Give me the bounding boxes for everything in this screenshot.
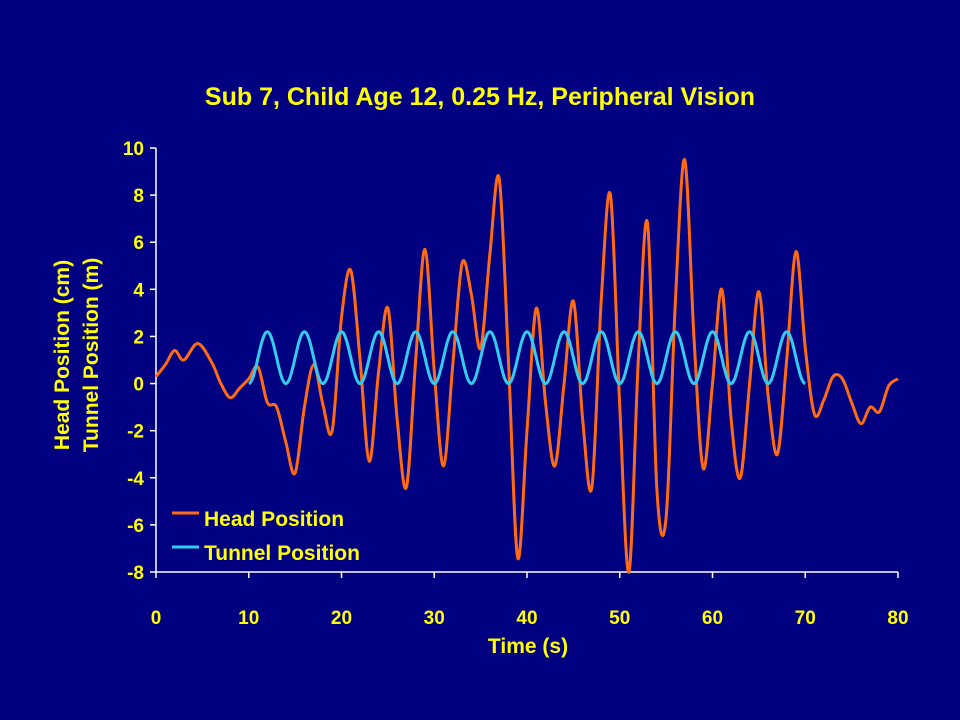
y-tick-label: 6 xyxy=(133,233,144,254)
x-tick-label: 80 xyxy=(887,608,908,629)
x-tick-label: 10 xyxy=(238,608,259,629)
y-tick-label: 2 xyxy=(133,327,144,348)
legend-label-head: Head Position xyxy=(204,508,344,531)
y-tick-label: -4 xyxy=(127,469,144,490)
series-line-tunnel-position xyxy=(248,330,806,386)
y-axis-label-head: Head Position (cm) xyxy=(51,260,74,450)
x-tick-label: 40 xyxy=(516,608,537,629)
y-tick-label: 10 xyxy=(123,139,144,160)
y-tick-label: 0 xyxy=(133,375,144,396)
axes: -8 -6 -4 -2 0 2 4 6 8 10 0 10 20 30 40 50 60 70 80 xyxy=(123,139,909,629)
x-tick-label: 50 xyxy=(609,608,630,629)
y-axis-label-tunnel: Tunnel Position (m) xyxy=(80,258,103,452)
x-tick-label: 60 xyxy=(702,608,723,629)
series-layer xyxy=(154,158,899,574)
x-tick-label: 0 xyxy=(151,608,162,629)
y-axis-label: Head Position (cm) Tunnel Position (m) xyxy=(51,258,103,452)
y-tick-label: -6 xyxy=(127,516,144,537)
y-tick-label: -2 xyxy=(127,422,144,443)
x-axis-label: Time (s) xyxy=(488,635,568,658)
series-line-head-position xyxy=(154,158,899,574)
y-tick-label: 4 xyxy=(133,280,144,301)
x-tick-label: 70 xyxy=(795,608,816,629)
y-tick-label: 8 xyxy=(133,186,144,207)
x-tick-label: 20 xyxy=(331,608,352,629)
y-tick-label: -8 xyxy=(127,563,144,584)
legend: Head Position Tunnel Position xyxy=(172,508,360,565)
chart-title: Sub 7, Child Age 12, 0.25 Hz, Peripheral… xyxy=(205,83,755,111)
legend-label-tunnel: Tunnel Position xyxy=(204,542,360,565)
x-tick-label: 30 xyxy=(424,608,445,629)
